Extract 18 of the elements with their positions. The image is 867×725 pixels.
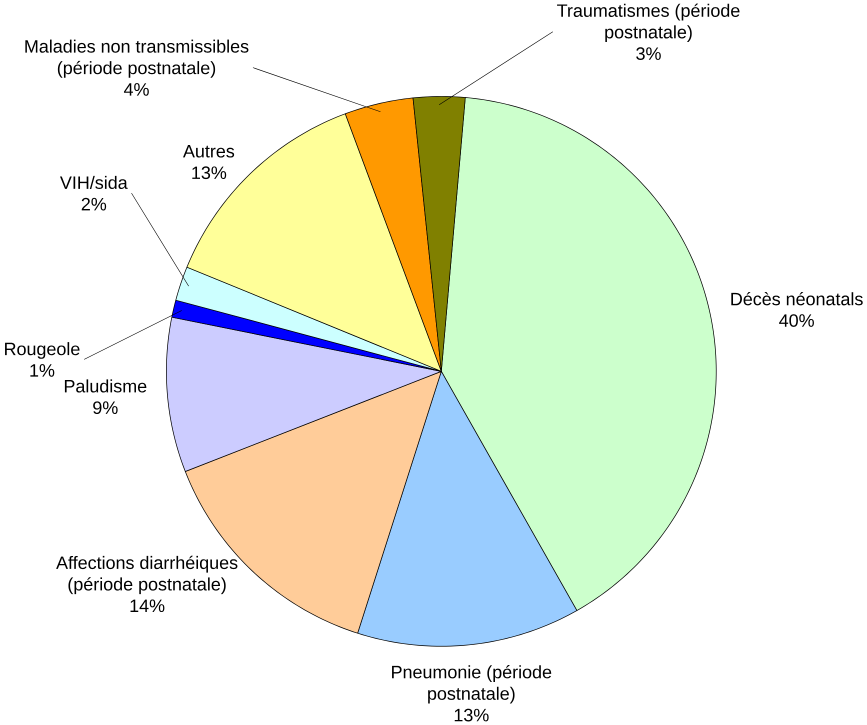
slice-label: VIH/sida <box>60 176 128 189</box>
data-label: 3% <box>636 47 661 60</box>
slice-label: Pneumonie (période postnatale) <box>392 665 552 704</box>
data-label: 13% <box>454 708 489 722</box>
data-label: 2% <box>82 198 106 210</box>
slice-label: Traumatismes (période postnatale) <box>557 4 740 42</box>
slice-label: Décès néonatals <box>731 292 863 306</box>
slice-label: Affections diarrhéiques (période postnatale) <box>56 556 238 594</box>
data-label: 9% <box>93 401 118 414</box>
data-label: 14% <box>130 599 164 612</box>
data-label: 4% <box>124 83 149 96</box>
data-label: 13% <box>192 166 226 180</box>
slice-label: Maladies non transmissibles (période postnatale) <box>25 40 248 78</box>
data-label: 1% <box>30 364 54 377</box>
slice-label: Autres <box>183 145 234 158</box>
slice-label: Paludisme <box>64 379 146 392</box>
slice-label: Rougeole <box>5 342 80 359</box>
data-label: 40% <box>779 314 814 327</box>
